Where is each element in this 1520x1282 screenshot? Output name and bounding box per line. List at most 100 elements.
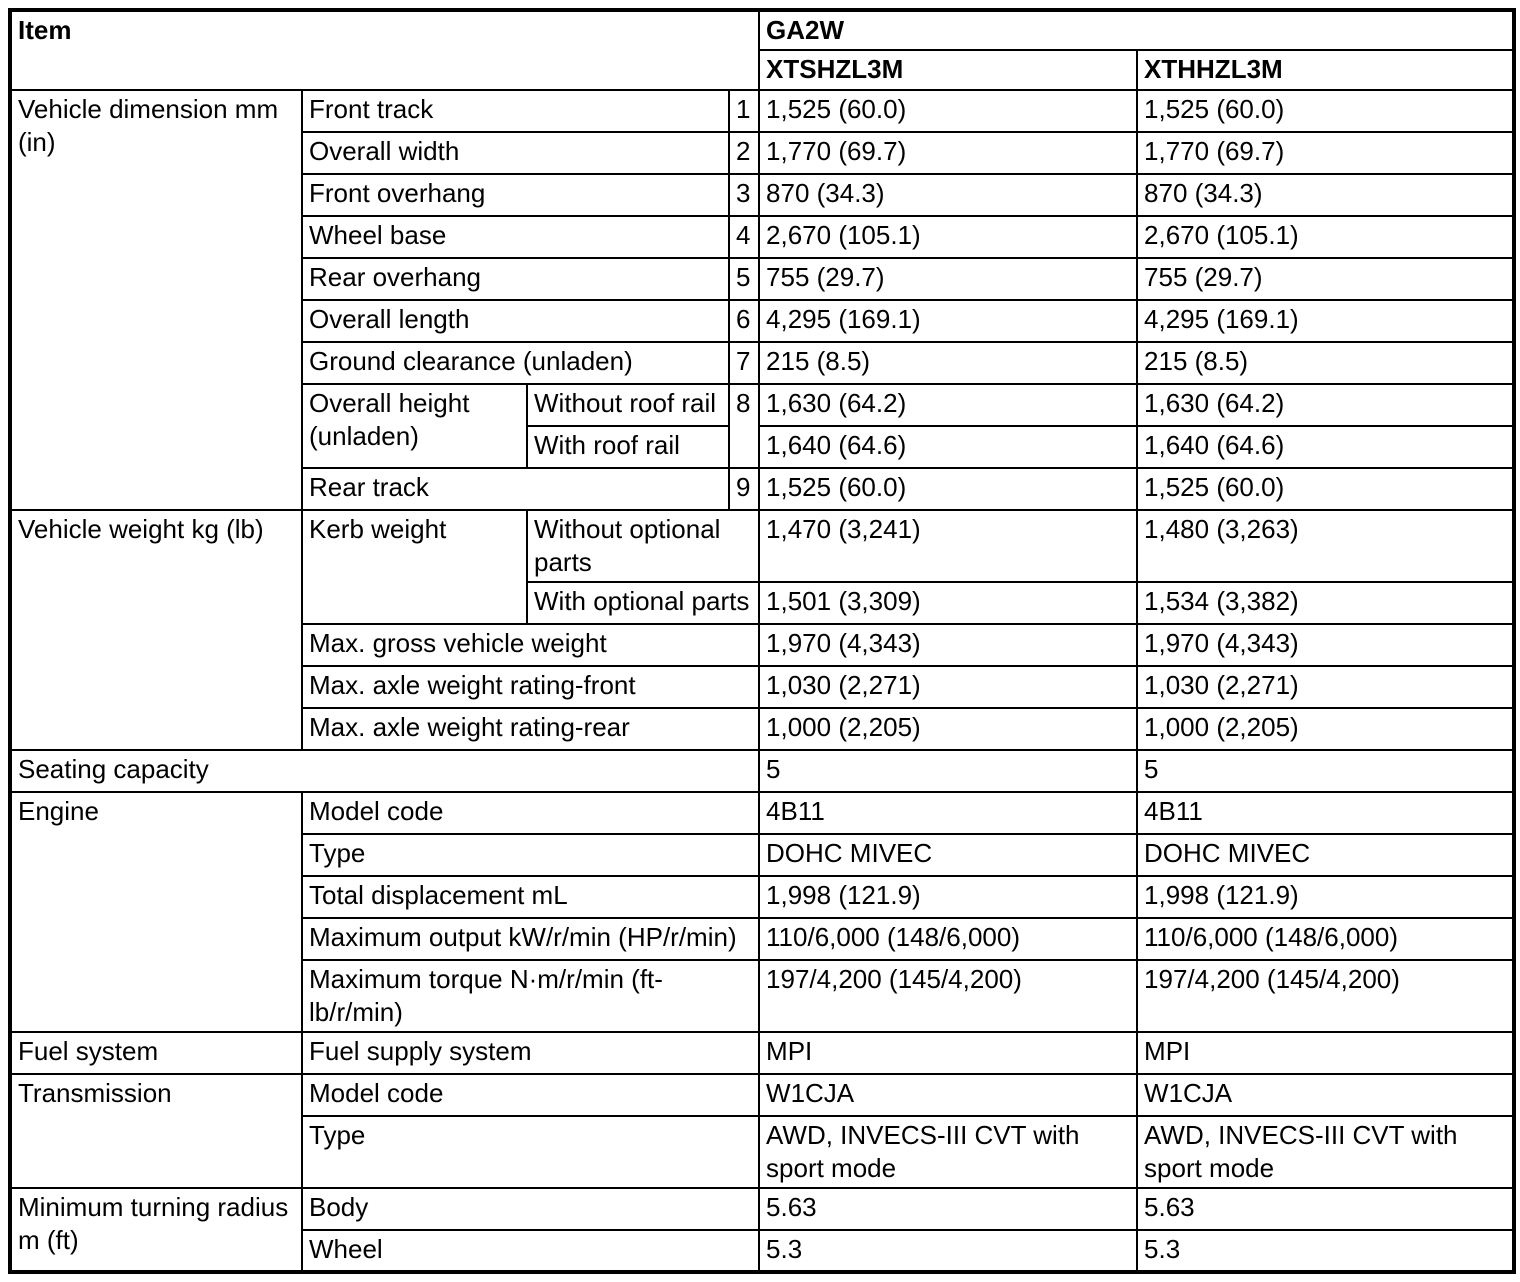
value-xtshzl3m: 5.63 <box>758 1187 1139 1231</box>
value-xtshzl3m: 1,998 (121.9) <box>758 875 1139 919</box>
value-xthhzl3m: 1,534 (3,382) <box>1136 581 1516 625</box>
header-variant-2: XTHHZL3M <box>1136 49 1516 91</box>
section-seating-capacity: Seating capacity <box>8 749 761 793</box>
row-label-max-gross-vehicle-weight: Max. gross vehicle weight <box>300 623 761 667</box>
header-model-group: GA2W <box>758 9 1516 51</box>
spec-table: Item GA2W XTSHZL3M XTHHZL3M Vehicle dime… <box>8 8 1517 1274</box>
value-xthhzl3m: W1CJA <box>1136 1073 1516 1117</box>
value-xthhzl3m: 1,480 (3,263) <box>1136 509 1516 583</box>
row-number: 6 <box>727 299 761 343</box>
value-xthhzl3m: 5 <box>1136 749 1516 793</box>
value-xtshzl3m: DOHC MIVEC <box>758 833 1139 877</box>
row-number: 3 <box>727 173 761 217</box>
row-label-fuel-supply-system: Fuel supply system <box>300 1031 761 1075</box>
value-xtshzl3m: 1,470 (3,241) <box>758 509 1139 583</box>
value-xthhzl3m: 870 (34.3) <box>1136 173 1516 217</box>
section-engine: Engine <box>9 791 303 1033</box>
row-label-engine-model-code: Model code <box>300 791 761 835</box>
value-xthhzl3m: 197/4,200 (145/4,200) <box>1136 959 1516 1033</box>
section-transmission: Transmission <box>9 1073 303 1189</box>
value-xthhzl3m: 1,030 (2,271) <box>1136 665 1516 709</box>
value-xtshzl3m: 4B11 <box>758 791 1139 835</box>
row-label-wheel-base: Wheel base <box>301 215 730 259</box>
value-xthhzl3m: AWD, INVECS-III CVT with sport mode <box>1136 1115 1516 1189</box>
value-xthhzl3m: 1,770 (69.7) <box>1136 131 1516 175</box>
row-number: 8 <box>727 383 761 469</box>
row-label-max-axle-front: Max. axle weight rating-front <box>300 665 761 709</box>
row-number: 9 <box>727 467 761 511</box>
value-xthhzl3m: 5.3 <box>1136 1229 1516 1273</box>
value-xthhzl3m: DOHC MIVEC <box>1136 833 1516 877</box>
value-xtshzl3m: MPI <box>758 1031 1139 1075</box>
value-xtshzl3m: 755 (29.7) <box>758 257 1139 301</box>
value-xtshzl3m: 1,000 (2,205) <box>758 707 1139 751</box>
section-fuel-system: Fuel system <box>9 1031 303 1075</box>
sub-label-without-optional-parts: Without optional parts <box>525 509 761 583</box>
value-xthhzl3m: 110/6,000 (148/6,000) <box>1136 917 1516 961</box>
value-xthhzl3m: 1,000 (2,205) <box>1136 707 1516 751</box>
sub-label-without-roof-rail: Without roof rail <box>526 383 730 427</box>
value-xtshzl3m: 1,770 (69.7) <box>758 131 1139 175</box>
row-label-transmission-model-code: Model code <box>300 1073 761 1117</box>
value-xtshzl3m: 5.3 <box>758 1229 1139 1273</box>
value-xtshzl3m: W1CJA <box>758 1073 1139 1117</box>
header-variant-1: XTSHZL3M <box>758 49 1139 91</box>
value-xtshzl3m: 215 (8.5) <box>758 341 1139 385</box>
value-xthhzl3m: 1,640 (64.6) <box>1136 425 1516 469</box>
value-xtshzl3m: 110/6,000 (148/6,000) <box>758 917 1139 961</box>
row-label-engine-type: Type <box>300 833 761 877</box>
row-number: 4 <box>727 215 761 259</box>
header-item: Item <box>8 9 761 91</box>
value-xtshzl3m: 1,525 (60.0) <box>758 89 1139 133</box>
value-xthhzl3m: 4B11 <box>1136 791 1516 835</box>
row-label-total-displacement: Total displacement mL <box>300 875 761 919</box>
value-xthhzl3m: 1,525 (60.0) <box>1136 89 1516 133</box>
row-label-transmission-type: Type <box>300 1115 761 1189</box>
row-number: 1 <box>727 89 761 133</box>
row-label-front-overhang: Front overhang <box>301 173 730 217</box>
value-xtshzl3m: 1,030 (2,271) <box>758 665 1139 709</box>
value-xtshzl3m: 870 (34.3) <box>758 173 1139 217</box>
row-number: 7 <box>727 341 761 385</box>
row-label-maximum-torque: Maximum torque N·m/r/min (ft-lb/r/min) <box>300 959 761 1033</box>
value-xtshzl3m: 197/4,200 (145/4,200) <box>758 959 1139 1033</box>
row-label-rear-overhang: Rear overhang <box>301 257 730 301</box>
row-number: 2 <box>727 131 761 175</box>
value-xthhzl3m: MPI <box>1136 1031 1516 1075</box>
value-xthhzl3m: 755 (29.7) <box>1136 257 1516 301</box>
value-xtshzl3m: 4,295 (169.1) <box>758 299 1139 343</box>
value-xtshzl3m: 1,501 (3,309) <box>758 581 1139 625</box>
value-xtshzl3m: 1,630 (64.2) <box>758 383 1139 427</box>
value-xthhzl3m: 1,525 (60.0) <box>1136 467 1516 511</box>
row-label-maximum-output: Maximum output kW/r/min (HP/r/min) <box>300 917 761 961</box>
row-label-rear-track: Rear track <box>301 467 730 511</box>
row-label-kerb-weight: Kerb weight <box>301 509 528 625</box>
row-label-ground-clearance: Ground clearance (unladen) <box>301 341 730 385</box>
value-xthhzl3m: 4,295 (169.1) <box>1136 299 1516 343</box>
value-xthhzl3m: 2,670 (105.1) <box>1136 215 1516 259</box>
sub-label-with-optional-parts: With optional parts <box>525 581 761 625</box>
section-vehicle-dimension: Vehicle dimension mm (in) <box>9 89 303 511</box>
row-label-max-axle-rear: Max. axle weight rating-rear <box>300 707 761 751</box>
value-xthhzl3m: 1,970 (4,343) <box>1136 623 1516 667</box>
row-label-turning-body: Body <box>300 1187 761 1231</box>
value-xthhzl3m: 1,630 (64.2) <box>1136 383 1516 427</box>
section-minimum-turning-radius: Minimum turning radius m (ft) <box>9 1187 303 1273</box>
row-label-turning-wheel: Wheel <box>300 1229 761 1273</box>
row-label-overall-height: Overall height (unladen) <box>301 383 528 469</box>
value-xtshzl3m: 1,640 (64.6) <box>758 425 1139 469</box>
value-xtshzl3m: 1,970 (4,343) <box>758 623 1139 667</box>
row-number: 5 <box>727 257 761 301</box>
row-label-front-track: Front track <box>301 89 730 133</box>
row-label-overall-length: Overall length <box>301 299 730 343</box>
value-xthhzl3m: 1,998 (121.9) <box>1136 875 1516 919</box>
row-label-overall-width: Overall width <box>301 131 730 175</box>
value-xthhzl3m: 5.63 <box>1136 1187 1516 1231</box>
section-vehicle-weight: Vehicle weight kg (lb) <box>9 509 303 751</box>
value-xtshzl3m: 1,525 (60.0) <box>758 467 1139 511</box>
sub-label-with-roof-rail: With roof rail <box>526 425 730 469</box>
value-xtshzl3m: 5 <box>758 749 1139 793</box>
value-xtshzl3m: AWD, INVECS-III CVT with sport mode <box>758 1115 1139 1189</box>
value-xtshzl3m: 2,670 (105.1) <box>758 215 1139 259</box>
